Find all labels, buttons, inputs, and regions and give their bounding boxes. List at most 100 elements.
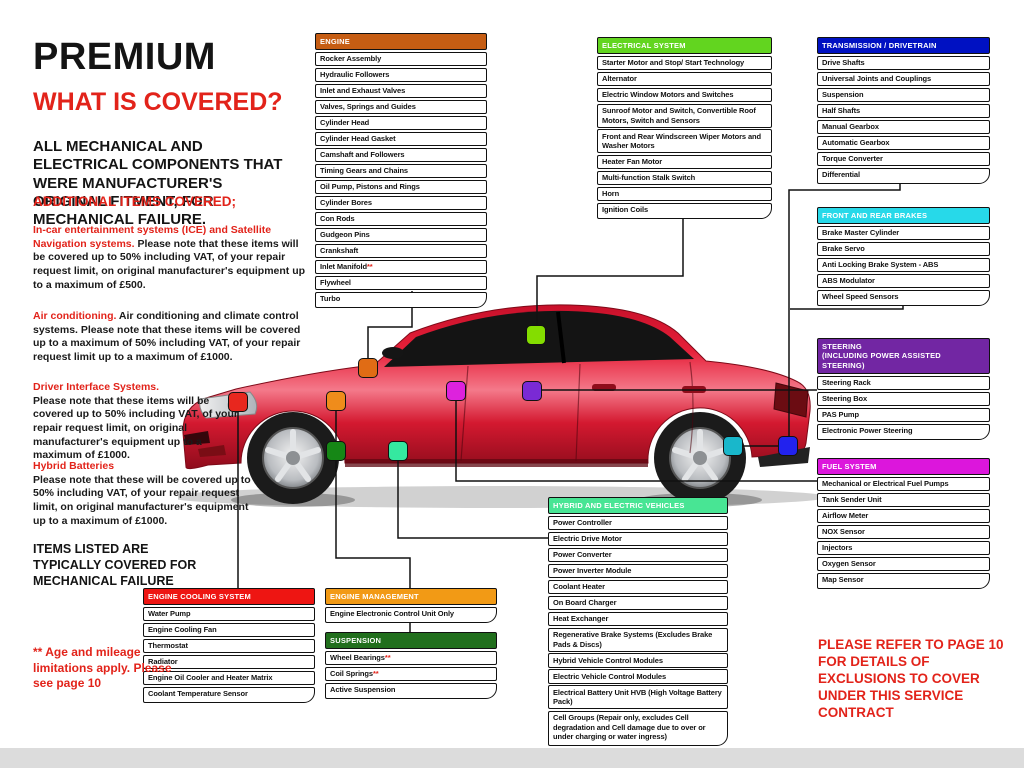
coverage-item: Automatic Gearbox: [817, 135, 990, 151]
coverage-item: Active Suspension: [325, 682, 497, 700]
box-cooling-title: ENGINE COOLING SYSTEM: [143, 588, 315, 606]
coverage-item: Drive Shafts: [817, 55, 990, 71]
paragraph-hybrid-body: Please note that these will be covered u…: [33, 473, 251, 527]
coverage-item: Coolant Heater: [548, 579, 728, 595]
coverage-item: Brake Servo: [817, 241, 990, 257]
marker-engine-cooling: [228, 392, 248, 412]
coverage-item: Cylinder Bores: [315, 195, 487, 211]
paragraph-aircon-lead: Air conditioning.: [33, 310, 117, 322]
box-steering: STEERING (INCLUDING POWER ASSISTED STEER…: [817, 338, 990, 441]
coverage-item: Universal Joints and Couplings: [817, 71, 990, 87]
coverage-item: ABS Modulator: [817, 273, 990, 289]
box-suspension: SUSPENSION Wheel Bearings** Coil Springs*…: [325, 632, 497, 700]
coverage-item: Coil Springs**: [325, 666, 497, 682]
box-electrical-system: ELECTRICAL SYSTEM Starter Motor and Stop…: [597, 37, 772, 220]
coverage-item: Electric Drive Motor: [548, 531, 728, 547]
coverage-item: Tank Sender Unit: [817, 492, 990, 508]
coverage-item: Differential: [817, 167, 990, 185]
coverage-item: Airflow Meter: [817, 508, 990, 524]
coverage-item: Brake Master Cylinder: [817, 225, 990, 241]
page-subtitle: WHAT IS COVERED?: [33, 88, 283, 116]
paragraph-driver-lead: Driver Interface Systems.: [33, 381, 160, 393]
paragraph-hybrid-batteries: Hybrid Batteries Please note that these w…: [33, 460, 257, 528]
box-brakes-title: FRONT AND REAR BRAKES: [817, 207, 990, 225]
box-engine-cooling-system: ENGINE COOLING SYSTEM Water Pump Engine C…: [143, 588, 315, 704]
additional-items-heading: ADDITIONAL ITEMS COVERED;: [33, 194, 237, 209]
coverage-item: Starter Motor and Stop/ Start Technology: [597, 55, 772, 71]
coverage-item: Cylinder Head Gasket: [315, 131, 487, 147]
coverage-item: Camshaft and Followers: [315, 147, 487, 163]
coverage-item: Hybrid Vehicle Control Modules: [548, 653, 728, 668]
coverage-item: Alternator: [597, 71, 772, 87]
coverage-item: Con Rods: [315, 211, 487, 227]
coverage-item: Coolant Temperature Sensor: [143, 686, 315, 704]
coverage-item: Horn: [597, 186, 772, 202]
coverage-item: Hydraulic Followers: [315, 67, 487, 83]
box-engine-management-title: ENGINE MANAGEMENT: [325, 588, 497, 606]
paragraph-driver-interface: Driver Interface Systems. Please note tha…: [33, 381, 249, 463]
line-fuel: [455, 401, 817, 482]
coverage-item: Mechanical or Electrical Fuel Pumps: [817, 476, 990, 492]
paragraph-aircon: Air conditioning. Air conditioning and c…: [33, 310, 305, 365]
coverage-item: Power Controller: [548, 515, 728, 531]
coverage-item: Manual Gearbox: [817, 119, 990, 135]
paragraph-ice-lead: In-car entertainment systems (ICE) and S…: [33, 224, 272, 250]
age-mileage-note: ** Age and mileage limitations apply. Pl…: [33, 645, 172, 691]
age-limit-asterisks: **: [384, 653, 391, 663]
coverage-item: Flywheel: [315, 275, 487, 291]
coverage-item: Cell Groups (Repair only, excludes Cell …: [548, 710, 728, 747]
coverage-item: Injectors: [817, 540, 990, 556]
coverage-item: Timing Gears and Chains: [315, 163, 487, 179]
coverage-item: Wheel Speed Sensors: [817, 289, 990, 307]
line-engine: [367, 291, 413, 360]
coverage-item: Suspension: [817, 87, 990, 103]
box-fuel-system: FUEL SYSTEM Mechanical or Electrical Fue…: [817, 458, 990, 590]
coverage-item: Power Converter: [548, 547, 728, 563]
coverage-item: Heat Exchanger: [548, 611, 728, 627]
coverage-item: Rocker Assembly: [315, 51, 487, 67]
coverage-item: Water Pump: [143, 606, 315, 622]
line-electrical: [536, 212, 684, 327]
coverage-item: Engine Oil Cooler and Heater Matrix: [143, 670, 315, 686]
coverage-item: Electrical Battery Unit HVB (High Voltag…: [548, 685, 728, 710]
age-limit-asterisks: **: [372, 669, 379, 679]
coverage-item: On Board Charger: [548, 595, 728, 611]
coverage-item: NOX Sensor: [817, 524, 990, 540]
box-fuel-title: FUEL SYSTEM: [817, 458, 990, 476]
box-transmission-title: TRANSMISSION / DRIVETRAIN: [817, 37, 990, 55]
coverage-item: Regenerative Brake Systems (Excludes Bra…: [548, 627, 728, 652]
coverage-item: Anti Locking Brake System - ABS: [817, 257, 990, 273]
coverage-item: Heater Fan Motor: [597, 154, 772, 170]
coverage-item: Torque Converter: [817, 151, 990, 167]
coverage-item: Crankshaft: [315, 243, 487, 259]
coverage-item: Map Sensor: [817, 572, 990, 590]
line-hybrid: [397, 461, 548, 539]
coverage-item: Steering Rack: [817, 375, 990, 391]
marker-electrical: [526, 325, 546, 345]
front-wheel: [247, 412, 339, 504]
coverage-item: Oil Pump, Pistons and Rings: [315, 179, 487, 195]
paragraph-driver-body: Please note that these items will be cov…: [33, 394, 238, 462]
coverage-item: Turbo: [315, 291, 487, 309]
coverage-item: Steering Box: [817, 391, 990, 407]
footer-strip: [0, 748, 1024, 768]
coverage-item: Power Inverter Module: [548, 563, 728, 579]
coverage-item: Thermostat: [143, 638, 315, 654]
page-title: PREMIUM: [33, 36, 216, 78]
coverage-item: Gudgeon Pins: [315, 227, 487, 243]
coverage-item: Valves, Springs and Guides: [315, 99, 487, 115]
box-hybrid-title: HYBRID AND ELECTRIC VEHICLES: [548, 497, 728, 515]
marker-engine: [358, 358, 378, 378]
box-front-and-rear-brakes: FRONT AND REAR BRAKES Brake Master Cylin…: [817, 207, 990, 307]
box-steering-title: STEERING (INCLUDING POWER ASSISTED STEER…: [817, 338, 990, 375]
coverage-item: Engine Electronic Control Unit Only: [325, 606, 497, 624]
items-listed-note: ITEMS LISTED ARE TYPICALLY COVERED FOR M…: [33, 542, 197, 588]
coverage-item: Sunroof Motor and Switch, Convertible Ro…: [597, 103, 772, 128]
box-suspension-title: SUSPENSION: [325, 632, 497, 650]
box-engine-title: ENGINE: [315, 33, 487, 51]
marker-suspension: [326, 441, 346, 461]
coverage-item: PAS Pump: [817, 407, 990, 423]
paragraph-hybrid-lead: Hybrid Batteries: [33, 460, 115, 472]
box-transmission-drivetrain: TRANSMISSION / DRIVETRAIN Drive Shafts Un…: [817, 37, 990, 185]
box-engine-management: ENGINE MANAGEMENT Engine Electronic Cont…: [325, 588, 497, 624]
